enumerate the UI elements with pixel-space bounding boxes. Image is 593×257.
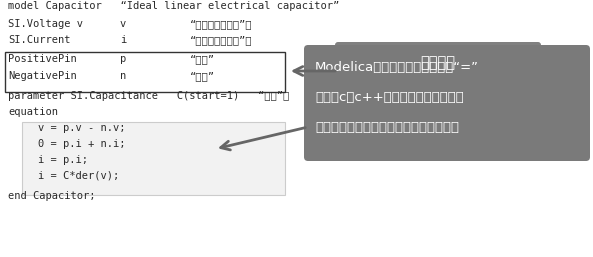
Text: 对外接口: 对外接口 <box>420 56 455 70</box>
Text: i: i <box>120 35 126 45</box>
Text: “正负极间电压降”；: “正负极间电压降”； <box>190 19 253 29</box>
Text: equation: equation <box>8 107 58 117</box>
Text: p: p <box>120 54 126 64</box>
Text: 不同与c，c++等编程语言中赋值符号: 不同与c，c++等编程语言中赋值符号 <box>315 91 464 104</box>
Text: “负极”: “负极” <box>190 71 215 81</box>
FancyBboxPatch shape <box>335 42 541 84</box>
Text: NegativePin: NegativePin <box>8 71 76 81</box>
Text: v: v <box>120 19 126 29</box>
Text: “正极”: “正极” <box>190 54 215 64</box>
Text: 0 = p.i + n.i;: 0 = p.i + n.i; <box>38 139 126 149</box>
Text: SI.Voltage v: SI.Voltage v <box>8 19 83 29</box>
FancyBboxPatch shape <box>304 45 590 161</box>
Text: parameter SI.Capacitance   C(start=1)   “电容”；: parameter SI.Capacitance C(start=1) “电容”… <box>8 91 289 101</box>
Text: i = p.i;: i = p.i; <box>38 155 88 165</box>
Text: v = p.v - n.v;: v = p.v - n.v; <box>38 123 126 133</box>
Text: model Capacitor   “Ideal linear electrical capacitor”: model Capacitor “Ideal linear electrical… <box>8 1 339 11</box>
Text: end Capacitor;: end Capacitor; <box>8 191 95 201</box>
Bar <box>5 52 285 92</box>
Text: n: n <box>120 71 126 81</box>
Bar <box>22 122 285 195</box>
Text: PositivePin: PositivePin <box>8 54 76 64</box>
Text: “正负极间的电流”；: “正负极间的电流”； <box>190 35 253 45</box>
Text: 这里就是数学意义上的等于。即非因果性: 这里就是数学意义上的等于。即非因果性 <box>315 121 459 134</box>
Text: SI.Current: SI.Current <box>8 35 71 45</box>
Text: Modelica作为二次开发语言，其“=”: Modelica作为二次开发语言，其“=” <box>315 61 479 74</box>
Text: i = C*der(v);: i = C*der(v); <box>38 171 119 181</box>
